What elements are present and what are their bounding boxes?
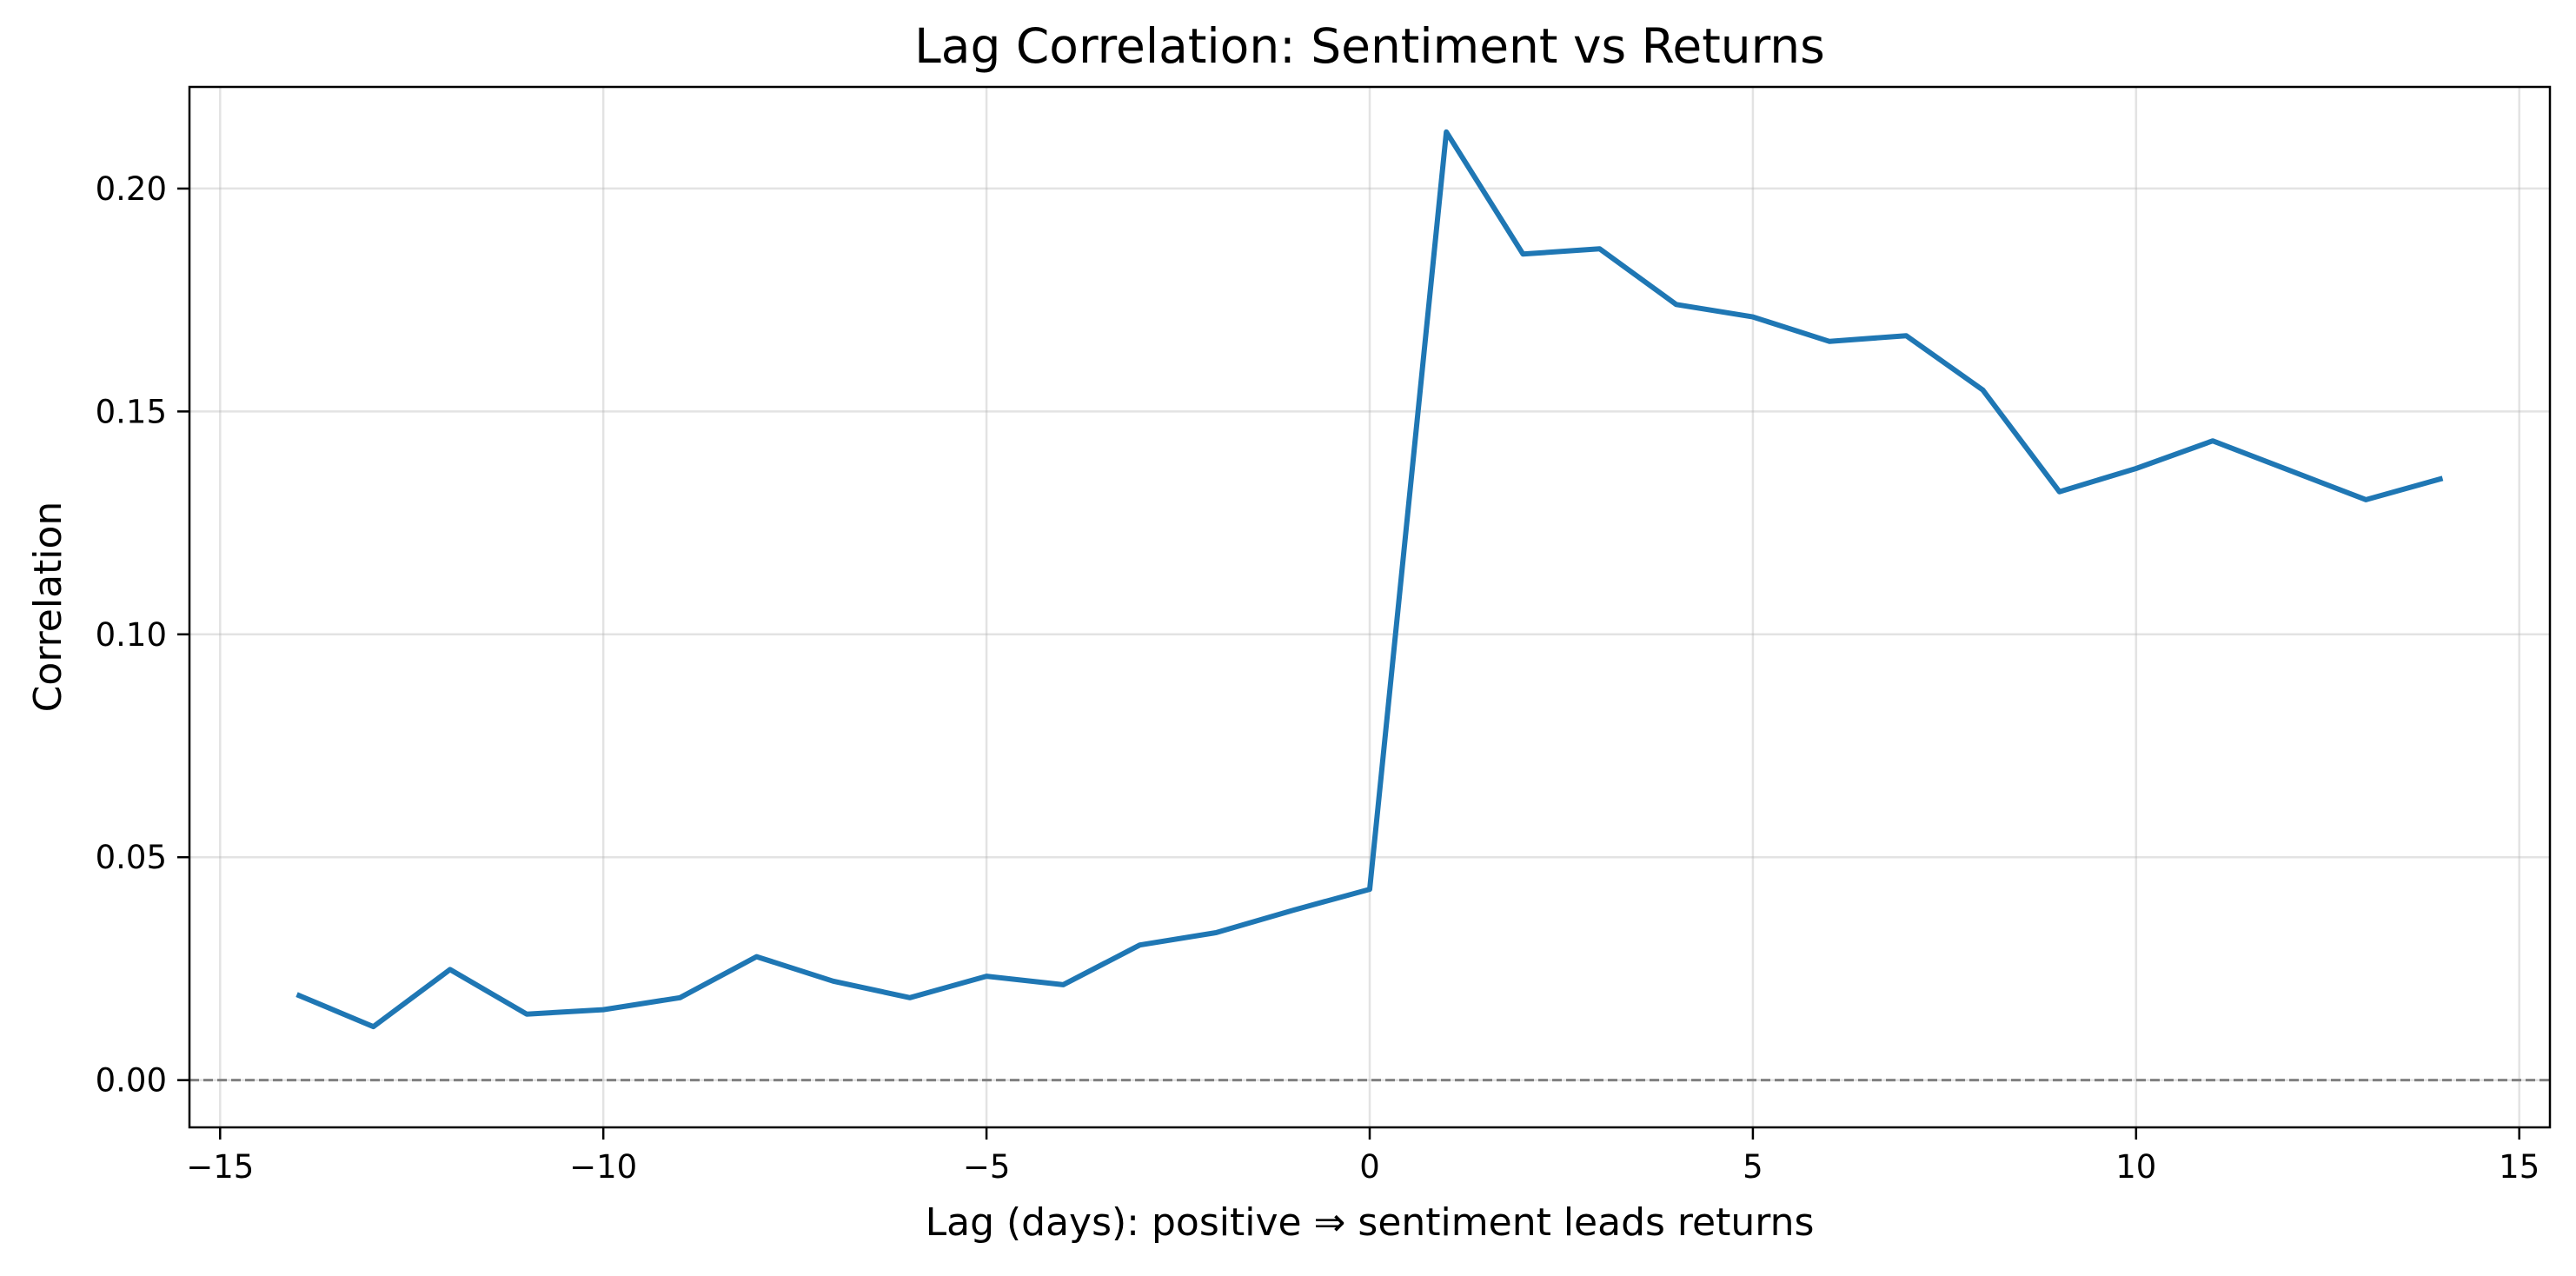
x-tick-label: −10 — [569, 1148, 637, 1186]
data-point — [1980, 387, 1987, 394]
data-point — [2133, 465, 2140, 472]
x-tick-label: 15 — [2499, 1148, 2539, 1186]
data-point — [983, 973, 990, 980]
y-axis-ticks: 0.00 0.05 0.10 0.15 0.20 — [96, 170, 189, 1100]
series-group — [294, 129, 2447, 1030]
x-tick-label: 0 — [1359, 1148, 1380, 1186]
y-tick-label: 0.15 — [96, 393, 167, 430]
x-tick-label: −15 — [186, 1148, 254, 1186]
data-point — [1597, 245, 1603, 252]
data-point — [754, 954, 760, 960]
data-point — [1290, 907, 1297, 914]
data-point — [906, 994, 913, 1001]
data-point — [676, 994, 683, 1001]
x-axis-ticks: −15 −10 −5 0 5 10 15 — [186, 1127, 2539, 1186]
x-tick-label: 10 — [2115, 1148, 2156, 1186]
data-point — [447, 966, 454, 973]
data-point — [1749, 314, 1756, 321]
x-tick-label: −5 — [963, 1148, 1011, 1186]
data-point — [1826, 338, 1833, 345]
data-point — [2440, 475, 2447, 482]
data-point — [1137, 941, 1144, 948]
y-tick-label: 0.20 — [96, 170, 167, 208]
data-point — [1443, 129, 1450, 136]
data-point — [1902, 332, 1909, 339]
data-point — [1366, 886, 1373, 893]
data-point — [523, 1011, 530, 1018]
y-tick-label: 0.10 — [96, 616, 167, 654]
y-tick-label: 0.00 — [96, 1062, 167, 1100]
data-point — [294, 991, 301, 998]
data-point — [830, 978, 837, 985]
data-point — [2056, 488, 2063, 495]
y-tick-label: 0.05 — [96, 839, 167, 876]
grid-lines — [189, 87, 2550, 1127]
series-line — [295, 129, 2444, 1030]
x-tick-label: 5 — [1743, 1148, 1763, 1186]
data-point — [370, 1023, 377, 1030]
x-axis-label: Lag (days): positive ⇒ sentiment leads r… — [926, 1200, 1815, 1245]
data-point — [1519, 250, 1526, 257]
data-point — [1673, 301, 1680, 308]
data-point — [1213, 929, 1220, 936]
data-point — [600, 1007, 607, 1013]
chart-title: Lag Correlation: Sentiment vs Returns — [914, 18, 1825, 74]
data-point — [2209, 437, 2216, 444]
data-point — [2286, 467, 2293, 474]
y-axis-label: Correlation — [26, 502, 70, 713]
data-point — [1059, 981, 1066, 988]
data-point — [2362, 496, 2369, 503]
